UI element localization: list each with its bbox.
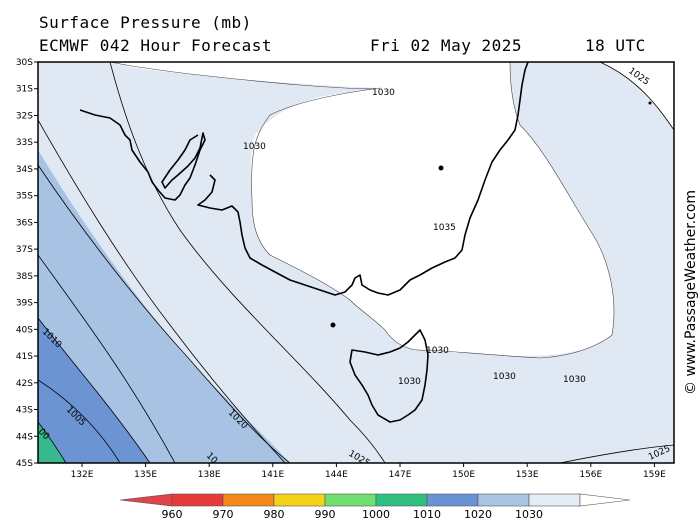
colorbar-label: 1020 [464, 508, 492, 521]
isobar-1000 [38, 421, 67, 463]
label-1030: 1030 [426, 346, 449, 356]
isobar-1010 [38, 317, 151, 463]
lat-tick-label: 32S [16, 111, 33, 121]
latitude-axis: 30S 31S 32S 33S 34S 35S 36S 37S 38S 39S 40S 41S 42S 4… [16, 58, 38, 469]
lon-tick-label: 141E [261, 470, 284, 480]
lon-tick-label: 132E [71, 470, 94, 480]
colorbar-label: 960 [162, 508, 183, 521]
colorbar-swatch [375, 493, 428, 507]
lon-tick-label: 135E [134, 470, 157, 480]
coast-tasmania [349, 329, 429, 423]
lon-tick-label: 144E [325, 470, 348, 480]
colorbar-high-arrow [579, 493, 631, 507]
lat-tick-label: 41S [16, 352, 33, 362]
colorbar-label: 970 [213, 508, 234, 521]
lat-tick-label: 39S [16, 299, 33, 309]
band-1030-corner [600, 62, 674, 130]
isobar-1005 [38, 379, 121, 463]
label-1030: 1030 [493, 372, 516, 382]
lon-tick-label: 138E [198, 470, 221, 480]
band-1030-high [110, 62, 614, 356]
lat-tick-label: 31S [16, 85, 33, 95]
colorbar-swatch [222, 493, 275, 507]
colorbar-label: 1010 [413, 508, 441, 521]
coast-australia-south [79, 109, 206, 201]
lat-tick-label: 30S [16, 58, 33, 68]
lon-tick-label: 159E [643, 470, 666, 480]
lat-tick-label: 43S [16, 406, 33, 416]
label-1030: 1030 [398, 377, 421, 387]
colorbar-label: 1030 [515, 508, 543, 521]
colorbar-swatch [477, 493, 530, 507]
lat-tick-label: 38S [16, 272, 33, 282]
lat-tick-label: 40S [16, 325, 33, 335]
isobar-1025-ne [599, 62, 674, 131]
lat-tick-label: 45S [16, 459, 33, 469]
forecast-model: ECMWF 042 Hour Forecast [39, 36, 273, 55]
isobars [38, 62, 674, 463]
colorbar-swatch [324, 493, 377, 507]
band-990-1000 [38, 422, 66, 463]
colorbar-swatch [273, 493, 326, 507]
chart-title: Surface Pressure (mb) [39, 13, 252, 32]
colorbar-swatch [528, 493, 581, 507]
isobars-1030 [109, 62, 615, 359]
longitude-axis: 132E 135E 138E 141E 144E 147E 150E 153E 156E 159E [71, 463, 666, 480]
forecast-time: 18 UTC [585, 36, 646, 55]
lon-tick-label: 147E [389, 470, 412, 480]
map-frame [37, 61, 675, 464]
colorbar-label: 990 [315, 508, 336, 521]
colorbar-low-arrow [119, 493, 173, 507]
isobar-1025-se [559, 444, 674, 463]
isobar-1020 [38, 119, 286, 463]
isobar-1025 [109, 62, 386, 463]
colorbar-swatch [171, 493, 224, 507]
band-1000-1010 [38, 318, 150, 463]
islands [330, 101, 652, 328]
label-1030: 1030 [563, 375, 586, 385]
colorbar-label: 980 [264, 508, 285, 521]
colorbar-swatch [426, 493, 479, 507]
lat-tick-label: 44S [16, 432, 33, 442]
lat-tick-label: 35S [16, 192, 33, 202]
label-1030: 1030 [243, 142, 266, 152]
lat-tick-label: 33S [16, 138, 33, 148]
map-area: 1035 1030 1030 1030 1030 1030 1030 1025 … [38, 62, 674, 466]
label-1030: 1030 [372, 88, 395, 98]
coastline [79, 62, 529, 423]
credit-text: © www.PassageWeather.com [683, 190, 699, 395]
lon-tick-label: 150E [452, 470, 475, 480]
band-1010-1020 [38, 150, 290, 463]
label-1020: 10 [204, 451, 219, 466]
label-1035: 1035 [433, 223, 456, 233]
lat-tick-label: 36S [16, 218, 33, 228]
lon-tick-label: 153E [516, 470, 539, 480]
lat-tick-label: 34S [16, 165, 33, 175]
lat-tick-label: 42S [16, 379, 33, 389]
colorbar-label: 1000 [362, 508, 390, 521]
forecast-date: Fri 02 May 2025 [370, 36, 522, 55]
lat-tick-label: 37S [16, 245, 33, 255]
colorbar: 960 970 980 990 1000 1010 1020 1030 [119, 493, 631, 521]
lon-tick-label: 156E [579, 470, 602, 480]
